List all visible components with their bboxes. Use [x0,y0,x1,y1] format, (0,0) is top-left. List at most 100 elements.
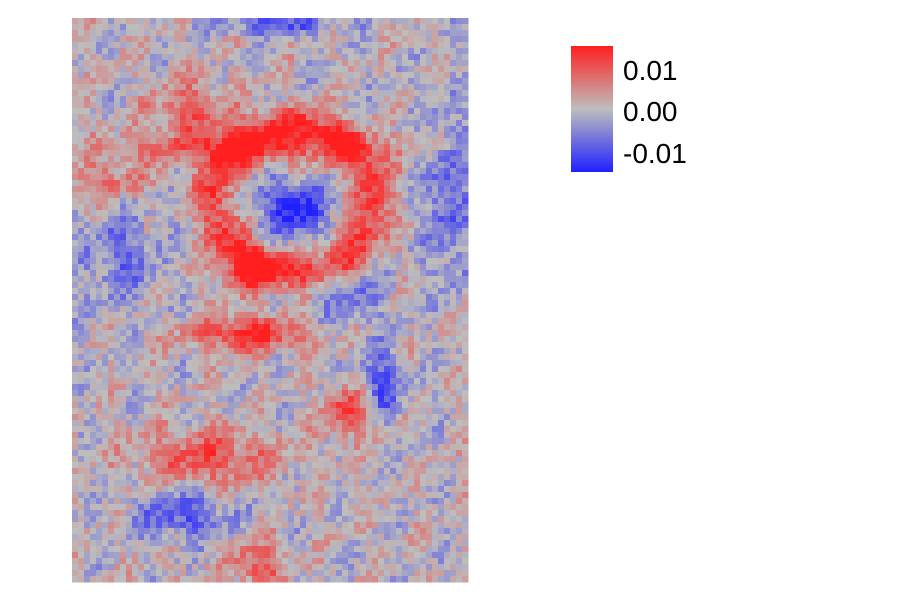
heatmap-cell [90,462,97,469]
heatmap-cell [252,438,259,445]
heatmap-cell [258,390,265,397]
heatmap-cell [444,300,451,307]
heatmap-cell [246,450,253,457]
heatmap-cell [354,438,361,445]
heatmap-cell [138,126,145,133]
heatmap-cell [234,354,241,361]
heatmap-cell [90,276,97,283]
heatmap-cell [426,108,433,115]
heatmap-cell [288,216,295,223]
heatmap-cell [366,168,373,175]
heatmap-cell [384,78,391,85]
heatmap-cell [312,330,319,337]
heatmap-cell [294,384,301,391]
heatmap-cell [402,264,409,271]
heatmap-cell [336,102,343,109]
heatmap-cell [438,312,445,319]
heatmap-cell [438,384,445,391]
heatmap-cell [210,54,217,61]
heatmap-cell [204,456,211,463]
heatmap-cell [120,216,127,223]
heatmap-cell [162,186,169,193]
heatmap-cell [288,444,295,451]
heatmap-cell [336,366,343,373]
heatmap-cell [156,36,163,43]
heatmap-cell [102,156,109,163]
heatmap-cell [96,210,103,217]
heatmap-cell [240,360,247,367]
heatmap-cell [126,120,133,127]
heatmap-cell [72,120,79,127]
heatmap-cell [462,72,469,79]
heatmap-cell [234,282,241,289]
heatmap-cell [132,240,139,247]
heatmap-cell [402,222,409,229]
heatmap-cell [102,204,109,211]
heatmap-cell [330,360,337,367]
heatmap-cell [450,264,457,271]
heatmap-cell [180,168,187,175]
heatmap-cell [216,396,223,403]
heatmap-cell [396,30,403,37]
heatmap-cell [234,42,241,49]
heatmap-cell [258,186,265,193]
heatmap-cell [192,288,199,295]
heatmap-cell [150,378,157,385]
heatmap-cell [126,402,133,409]
heatmap-cell [282,156,289,163]
heatmap-cell [336,18,343,25]
heatmap-cell [150,240,157,247]
heatmap-cell [432,462,439,469]
heatmap-cell [372,186,379,193]
heatmap-cell [276,462,283,469]
heatmap-cell [258,120,265,127]
heatmap-cell [228,402,235,409]
heatmap-cell [240,372,247,379]
heatmap-cell [144,366,151,373]
heatmap-cell [210,414,217,421]
heatmap-cell [246,258,253,265]
heatmap-cell [114,378,121,385]
heatmap-cell [132,390,139,397]
heatmap-cell [96,66,103,73]
heatmap-cell [96,468,103,475]
heatmap-cell [288,324,295,331]
heatmap-cell [360,246,367,253]
heatmap-cell [354,48,361,55]
heatmap-cell [426,234,433,241]
heatmap-cell [180,282,187,289]
heatmap-cell [204,378,211,385]
heatmap-cell [222,48,229,55]
heatmap-cell [96,156,103,163]
heatmap-cell [390,234,397,241]
heatmap-cell [138,444,145,451]
heatmap-cell [264,144,271,151]
heatmap-cell [138,144,145,151]
heatmap-cell [288,294,295,301]
heatmap-cell [378,66,385,73]
heatmap-cell [210,78,217,85]
heatmap-cell [366,360,373,367]
heatmap-cell [216,90,223,97]
heatmap-cell [306,408,313,415]
heatmap-cell [438,96,445,103]
heatmap-cell [318,174,325,181]
heatmap-cell [138,360,145,367]
heatmap-cell [300,54,307,61]
heatmap-cell [456,84,463,91]
heatmap-cell [342,378,349,385]
heatmap-cell [462,258,469,265]
heatmap-cell [108,408,115,415]
heatmap-cell [288,78,295,85]
heatmap-cell [294,150,301,157]
heatmap-cell [360,60,367,67]
heatmap-cell [204,174,211,181]
heatmap-cell [294,126,301,133]
heatmap-cell [120,306,127,313]
heatmap-cell [240,78,247,85]
heatmap-cell [246,342,253,349]
heatmap-cell [354,342,361,349]
heatmap-cell [306,366,313,373]
heatmap-cell [120,270,127,277]
